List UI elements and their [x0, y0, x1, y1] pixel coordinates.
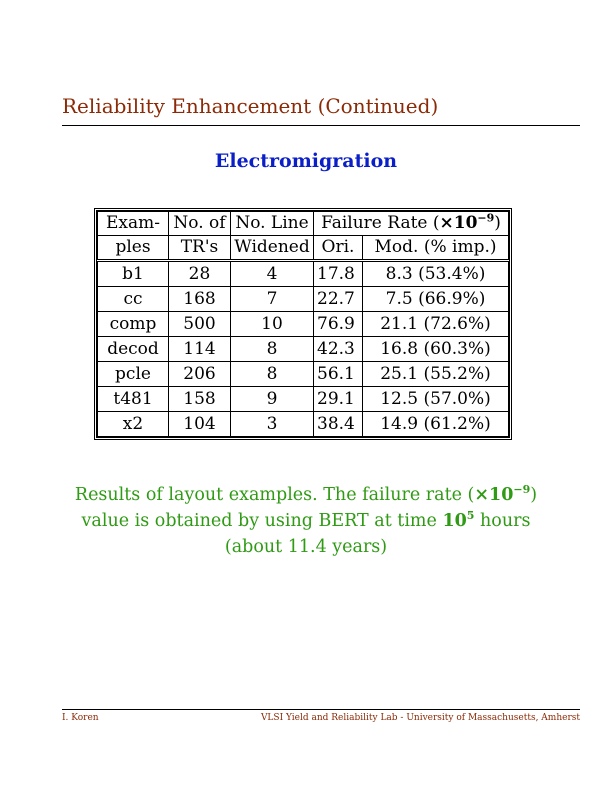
- cell-modified: 21.1 (72.6%): [362, 311, 509, 337]
- caption-line-2-text: value is obtained by using BERT at time: [81, 511, 443, 531]
- cell-modified: 8.3 (53.4%): [362, 259, 509, 287]
- cell-example: x2: [97, 411, 169, 437]
- failure-rate-label: Failure Rate (: [321, 213, 440, 233]
- table-row: decod 114 8 42.3 16.8 (60.3%): [97, 336, 509, 362]
- col-header-examples-cont: ples: [97, 235, 169, 261]
- cell-widened: 8: [230, 336, 314, 362]
- cell-example: decod: [97, 336, 169, 362]
- failure-rate-close: ): [494, 213, 501, 233]
- cell-example: cc: [97, 286, 169, 312]
- cell-trs: 28: [168, 259, 231, 287]
- cell-modified: 16.8 (60.3%): [362, 336, 509, 362]
- cell-example: pcle: [97, 361, 169, 387]
- caption-line-3: (about 11.4 years): [224, 537, 388, 557]
- caption-hours: hours: [474, 511, 531, 531]
- caption-close-paren: ): [530, 485, 538, 505]
- cell-widened: 9: [230, 386, 314, 412]
- caption-line-1: Results of layout examples. The failure …: [0, 482, 612, 508]
- col-header-modified: Mod. (% imp.): [362, 235, 509, 261]
- cell-original: 56.1: [313, 361, 363, 387]
- col-header-failure-rate: Failure Rate (×10−9): [313, 211, 509, 236]
- results-table: Exam- No. of No. Line Failure Rate (×10−…: [97, 211, 509, 437]
- caption-exponent: −9: [513, 483, 531, 497]
- results-table-frame: Exam- No. of No. Line Failure Rate (×10−…: [94, 208, 512, 440]
- title-divider: [62, 125, 580, 126]
- cell-original: 42.3: [313, 336, 363, 362]
- cell-widened: 4: [230, 259, 314, 287]
- cell-trs: 168: [168, 286, 231, 312]
- footer-affiliation: VLSI Yield and Reliability Lab - Univers…: [260, 713, 580, 723]
- caption-line-1-text: Results of layout examples. The failure …: [74, 485, 475, 505]
- cell-trs: 158: [168, 386, 231, 412]
- cell-example: b1: [97, 259, 169, 287]
- col-header-examples: Exam-: [97, 211, 169, 236]
- caption-time-base: 10: [442, 511, 467, 531]
- table-row: x2 104 3 38.4 14.9 (61.2%): [97, 411, 509, 437]
- table-body: b1 28 4 17.8 8.3 (53.4%) cc 168 7 22.7 7.5 (66.9%…: [97, 259, 509, 437]
- cell-trs: 206: [168, 361, 231, 387]
- cell-example: comp: [97, 311, 169, 337]
- cell-trs: 104: [168, 411, 231, 437]
- cell-original: 17.8: [313, 259, 363, 287]
- section-heading: Electromigration: [214, 150, 398, 172]
- results-caption: Results of layout examples. The failure …: [0, 482, 612, 560]
- failure-rate-multiplier: ×10: [439, 213, 478, 233]
- failure-rate-exponent: −9: [477, 211, 495, 225]
- col-header-original: Ori.: [313, 235, 363, 261]
- footer-author: I. Koren: [62, 713, 99, 723]
- cell-widened: 7: [230, 286, 314, 312]
- table-row: b1 28 4 17.8 8.3 (53.4%): [97, 259, 509, 287]
- cell-widened: 8: [230, 361, 314, 387]
- cell-original: 22.7: [313, 286, 363, 312]
- cell-original: 38.4: [313, 411, 363, 437]
- table-row: cc 168 7 22.7 7.5 (66.9%): [97, 286, 509, 312]
- cell-modified: 25.1 (55.2%): [362, 361, 509, 387]
- cell-modified: 14.9 (61.2%): [362, 411, 509, 437]
- table-row: t481 158 9 29.1 12.5 (57.0%): [97, 386, 509, 412]
- page-title: Reliability Enhancement (Continued): [62, 94, 439, 118]
- caption-line-2: value is obtained by using BERT at time …: [0, 508, 612, 534]
- cell-example: t481: [97, 386, 169, 412]
- col-header-trs: No. of: [168, 211, 231, 236]
- cell-original: 76.9: [313, 311, 363, 337]
- cell-modified: 12.5 (57.0%): [362, 386, 509, 412]
- cell-modified: 7.5 (66.9%): [362, 286, 509, 312]
- footer-divider: [62, 709, 580, 710]
- col-header-widened: No. Line: [230, 211, 314, 236]
- col-header-trs-cont: TR's: [168, 235, 231, 261]
- cell-trs: 500: [168, 311, 231, 337]
- cell-trs: 114: [168, 336, 231, 362]
- table-row: comp 500 10 76.9 21.1 (72.6%): [97, 311, 509, 337]
- cell-widened: 3: [230, 411, 314, 437]
- col-header-widened-cont: Widened: [230, 235, 314, 261]
- caption-multiplier: ×10: [474, 485, 514, 505]
- table-row: pcle 206 8 56.1 25.1 (55.2%): [97, 361, 509, 387]
- caption-time-exponent: 5: [466, 509, 475, 523]
- cell-original: 29.1: [313, 386, 363, 412]
- cell-widened: 10: [230, 311, 314, 337]
